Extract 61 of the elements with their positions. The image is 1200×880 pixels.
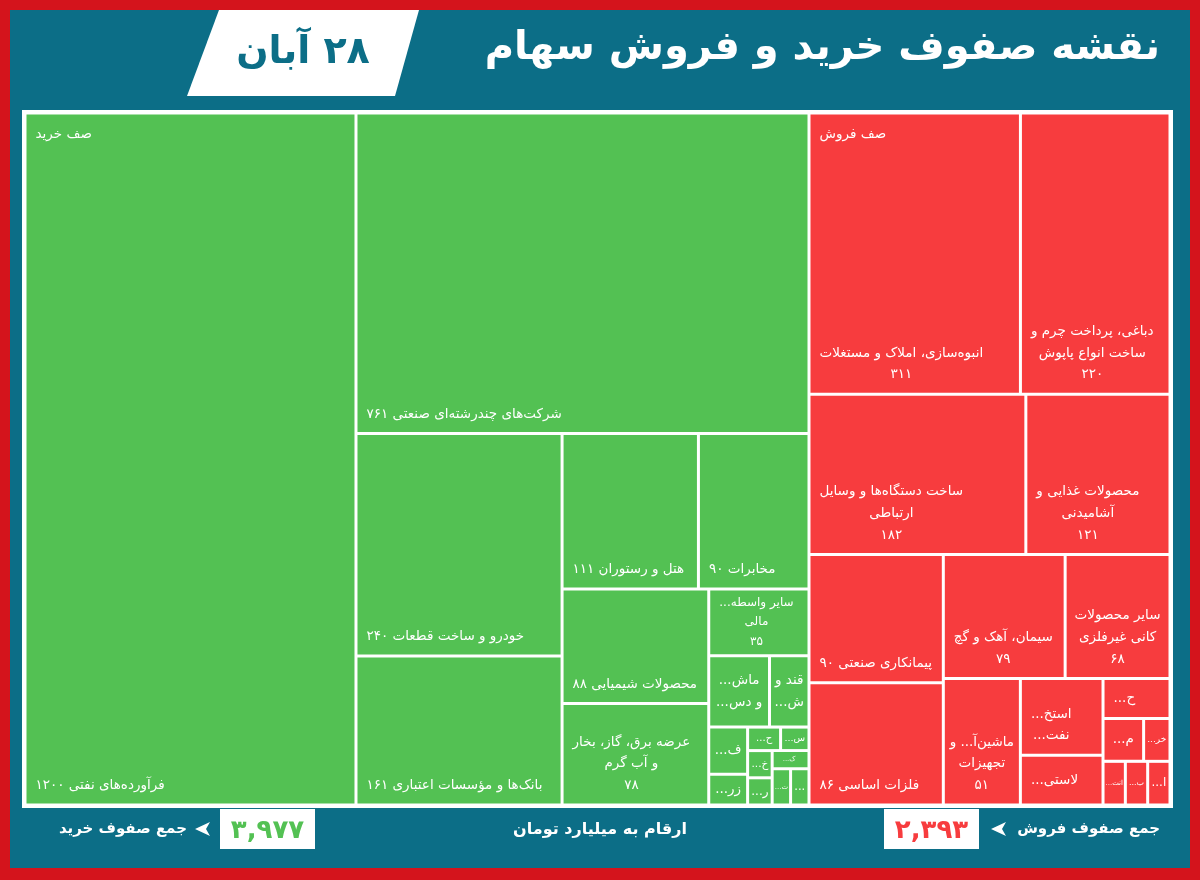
category-label: خر... xyxy=(1147,734,1167,745)
data-label: ۸۸ xyxy=(572,674,588,691)
category-label: زر... xyxy=(715,780,742,798)
category-label: م... xyxy=(1112,730,1134,747)
data-label: ۷۹ xyxy=(996,649,1011,666)
data-label: ۱۲۰۰ xyxy=(35,776,65,792)
category-label: سیمان، آهک و گچ xyxy=(953,627,1053,645)
data-label: ۸۶ xyxy=(819,776,835,792)
category-label: مخابرات xyxy=(727,559,776,577)
data-label: ۳۵ xyxy=(750,633,763,648)
data-label: ۲۲۰ xyxy=(1081,365,1104,382)
data-label: ۹۰ xyxy=(819,653,835,670)
category-label: ا... xyxy=(1151,775,1167,790)
category-label: فلزات اساسی xyxy=(838,776,920,793)
data-label: ۱۸۲ xyxy=(880,525,903,542)
category-label: سایر واسطه... مالی xyxy=(719,595,794,629)
category-label: ح... xyxy=(756,732,773,745)
text: ۲,۳۹۳ xyxy=(884,809,979,849)
category-label: خ... xyxy=(751,756,769,770)
data-label: ۱۱۱ xyxy=(572,559,595,576)
category-label: لاستی... xyxy=(1030,770,1079,787)
text: صف فروش xyxy=(819,125,887,142)
category-label: ر... xyxy=(751,783,769,799)
text: ارقام به میلیارد تومان xyxy=(512,819,688,838)
data-label: ۳۱۱ xyxy=(890,365,913,382)
category-label: انبوه‌سازی، املاک و مستغلات xyxy=(819,343,984,361)
category-label: خودرو و ساخت قطعات xyxy=(392,626,525,644)
data-label: ۶۸ xyxy=(1110,649,1125,666)
data-label: ۱۲۱ xyxy=(1076,525,1099,542)
category-label: عرضه برق، گاز، بخار و آب گرم xyxy=(571,732,691,772)
data-label: ۷۸ xyxy=(624,776,639,792)
category-label: ساخت دستگاه‌ها و وسایل ارتباطی xyxy=(819,482,964,521)
category-label: پیمانکاری صنعتی xyxy=(838,653,933,671)
category-label: محصولات شیمیایی xyxy=(591,674,698,692)
category-label: بانک‌ها و مؤسسات اعتباری xyxy=(392,776,543,793)
category-label: شرکت‌های چندرشته‌ای صنعتی xyxy=(392,404,562,422)
category-label: استخ... نفت... xyxy=(1030,704,1072,743)
category-label: هتل و رستوران xyxy=(598,559,685,577)
data-label: ۷۶۱ xyxy=(366,404,389,421)
category-label: ب... xyxy=(1128,778,1145,788)
data-label: ۵۱ xyxy=(974,776,990,792)
category-label: ح... xyxy=(1113,688,1136,706)
data-label: ۹۰ xyxy=(708,559,724,576)
category-label: ... xyxy=(794,778,806,793)
category-label: قند و ش... xyxy=(774,671,804,710)
data-label: ۲۴۰ xyxy=(366,626,389,643)
text: جمع صفوف فروش xyxy=(1016,819,1160,837)
text: نقشه صفوف خرید و فروش سهام xyxy=(484,22,1160,68)
text: ۲۸ آبان xyxy=(235,28,371,72)
category-label: سایر محصولات کانی غیرفلزی xyxy=(1074,606,1161,645)
text: جمع صفوف خرید xyxy=(57,819,187,837)
data-label: ۱۶۱ xyxy=(366,776,389,792)
category-label: فرآورده‌های نفتی xyxy=(68,776,165,793)
category-label: ماش... و دس... xyxy=(716,671,763,710)
category-label: دباغی، پرداخت چرم و ساخت انواع پاپوش xyxy=(1029,321,1154,361)
text: ۳,۹۷۷ xyxy=(220,809,315,849)
category-label: ف... xyxy=(714,741,742,758)
text: صف خرید xyxy=(35,125,92,142)
category-label: س... xyxy=(784,732,806,744)
category-label: ماشین‌آ... و تجهیزات xyxy=(948,732,1015,772)
category-label: محصولات غذایی و آشامیدنی xyxy=(1035,482,1140,520)
